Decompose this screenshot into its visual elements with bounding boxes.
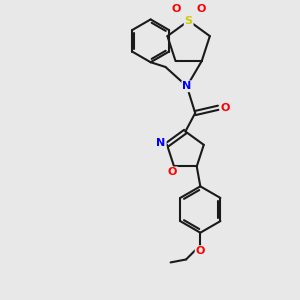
Text: O: O (220, 103, 230, 113)
Text: O: O (172, 4, 181, 14)
Text: O: O (196, 246, 205, 256)
Text: O: O (196, 4, 206, 14)
Text: N: N (182, 81, 191, 91)
Text: O: O (168, 167, 177, 177)
Text: S: S (184, 16, 193, 26)
Text: N: N (157, 138, 166, 148)
